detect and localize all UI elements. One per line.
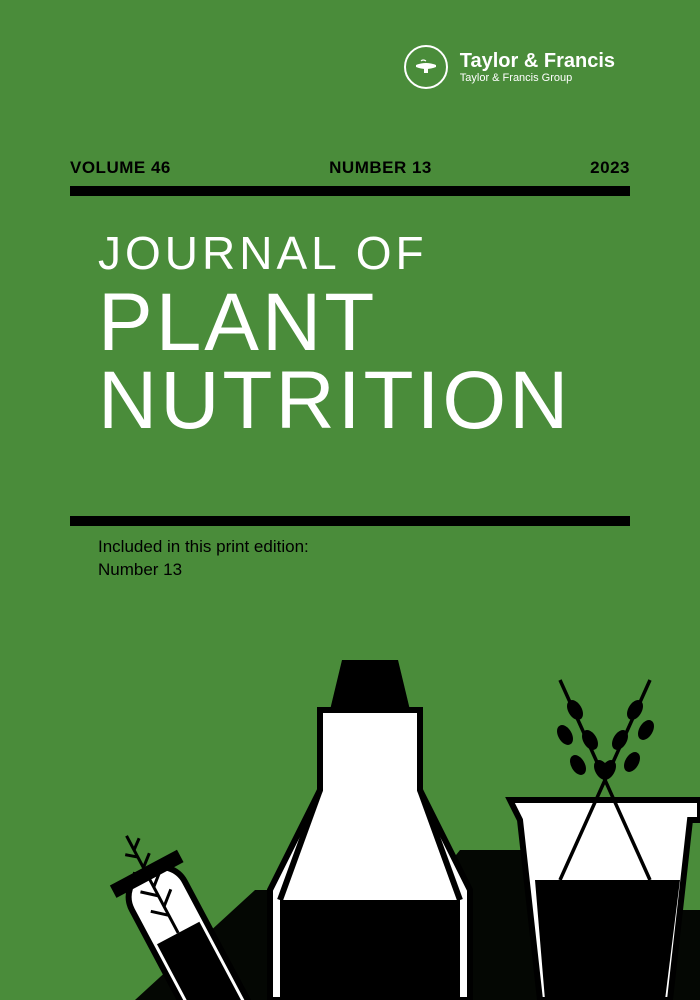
rule-top: [70, 186, 630, 196]
publisher-name: Taylor & Francis: [460, 50, 615, 72]
number-label: NUMBER 13: [329, 158, 432, 178]
publisher-logo-icon: [404, 45, 448, 89]
issue-row: VOLUME 46 NUMBER 13 2023: [70, 158, 630, 178]
publisher-block: Taylor & Francis Taylor & Francis Group: [404, 45, 615, 89]
year-label: 2023: [590, 158, 630, 178]
rule-mid: [70, 516, 630, 526]
included-line-2: Number 13: [98, 559, 309, 582]
title-line-3: NUTRITION: [98, 362, 571, 440]
cover-illustration: [0, 650, 700, 1000]
volume-label: VOLUME 46: [70, 158, 171, 178]
publisher-text: Taylor & Francis Taylor & Francis Group: [460, 50, 615, 84]
title-line-1: JOURNAL OF: [98, 230, 571, 276]
included-line-1: Included in this print edition:: [98, 536, 309, 559]
included-block: Included in this print edition: Number 1…: [98, 536, 309, 582]
publisher-group: Taylor & Francis Group: [460, 72, 615, 84]
title-line-2: PLANT: [98, 284, 571, 362]
journal-title: JOURNAL OF PLANT NUTRITION: [98, 230, 571, 440]
